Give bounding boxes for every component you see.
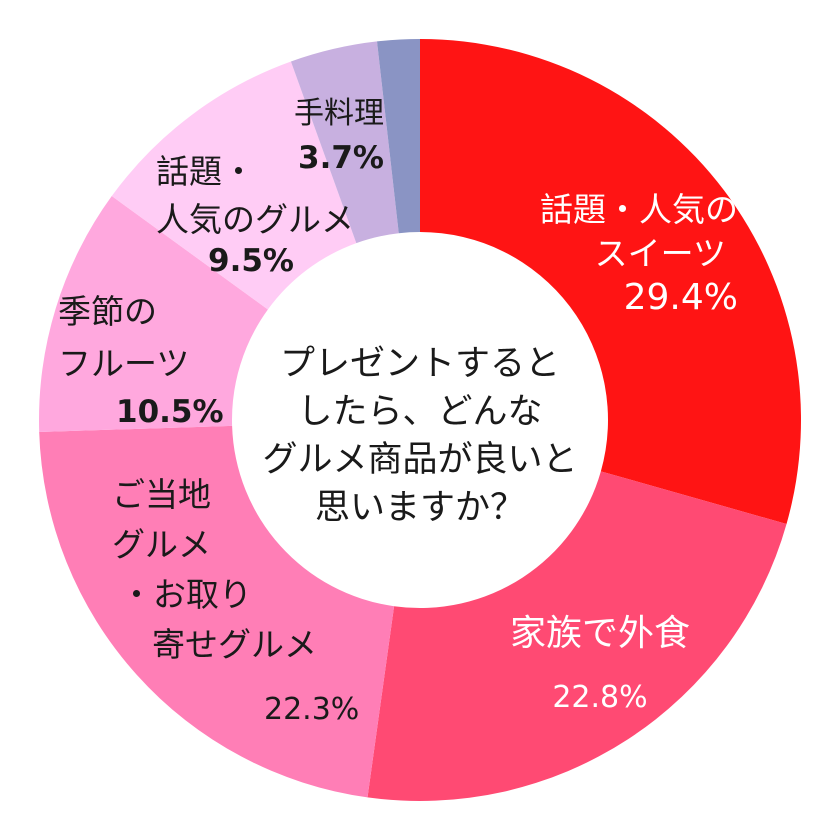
center-question-line4: 思いますか？ xyxy=(314,488,525,528)
label-dining-out-line1: 家族で外食 xyxy=(509,613,690,654)
donut-slice-6 xyxy=(377,39,420,234)
label-dining-out-pct: 22.8% xyxy=(552,680,648,715)
label-local-line2: グルメ xyxy=(112,525,211,564)
donut-slice-1 xyxy=(367,471,787,801)
donut-slices xyxy=(39,39,801,801)
label-sweets-line2: スイーツ xyxy=(594,234,726,273)
label-fruit-line2: フルーツ xyxy=(58,344,190,383)
label-sweets-pct: 29.4% xyxy=(623,277,738,318)
center-question-line3: グルメ商品が良いと xyxy=(262,440,578,480)
label-fruit: 季節の フルーツ 10.5% xyxy=(58,286,224,434)
label-dining-out: 家族で外食 22.8% xyxy=(490,612,710,720)
label-popgourmet-pct: 9.5% xyxy=(208,243,294,279)
label-popgourmet-line1: 話題・ xyxy=(156,152,255,191)
label-home-cooking: 手料理 3.7% xyxy=(276,92,384,180)
label-local-pct: 22.3% xyxy=(264,692,360,727)
center-question-line1: プレゼントすると xyxy=(279,344,560,384)
label-popular-gourmet: 話題・ 人気のグルメ 9.5% xyxy=(156,148,354,278)
center-question-line2: したら、どんな xyxy=(297,392,543,432)
label-local-gourmet: ご当地 グルメ ・お取り 寄せグルメ 22.3% xyxy=(112,470,359,732)
label-local-line4: 寄せグルメ xyxy=(152,625,317,664)
donut-slice-0 xyxy=(420,39,801,524)
donut-slice-5 xyxy=(290,41,399,244)
label-sweets-line1: 話題・人気の xyxy=(540,190,738,229)
label-homecook-line1: 手料理 xyxy=(294,96,384,131)
label-homecook-pct: 3.7% xyxy=(298,140,384,176)
label-local-line3: ・お取り xyxy=(120,575,252,614)
donut-slice-3 xyxy=(39,196,268,432)
label-popgourmet-line2: 人気のグルメ xyxy=(156,200,354,239)
label-fruit-line1: 季節の xyxy=(58,292,157,331)
label-sweets: 話題・人気の スイーツ 29.4% xyxy=(488,188,738,320)
label-local-line1: ご当地 xyxy=(112,475,211,514)
center-question: プレゼントすると したら、どんな グルメ商品が良いと 思いますか？ xyxy=(240,340,600,532)
donut-slice-4 xyxy=(111,61,357,310)
label-fruit-pct: 10.5% xyxy=(116,394,224,430)
donut-slice-2 xyxy=(39,425,395,798)
